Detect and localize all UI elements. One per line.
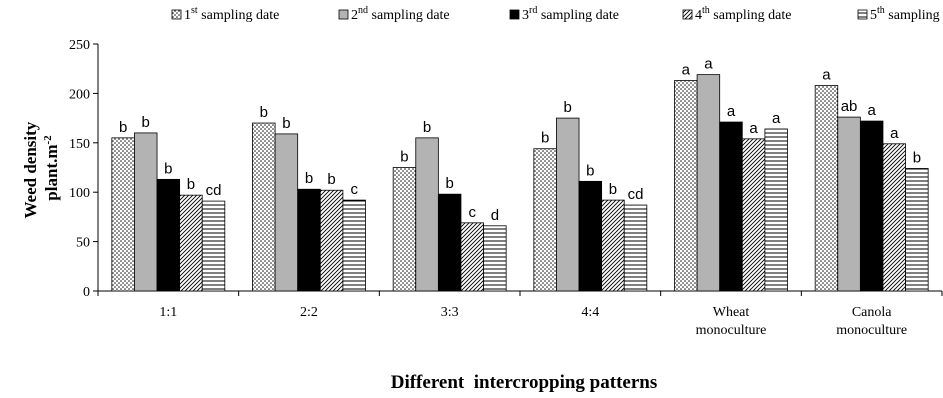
x-tick-label: Wheat monoculture bbox=[696, 305, 767, 338]
x-tick-label: Canola monoculture bbox=[836, 305, 907, 338]
bar-significance-label: b bbox=[327, 171, 335, 188]
bar-series-4-cat-6 bbox=[882, 143, 906, 292]
y-axis: 0 50 100 150 200 250 bbox=[69, 38, 99, 300]
bar-significance-label: b bbox=[187, 176, 195, 193]
bar-significance-label: a bbox=[682, 62, 691, 79]
bar-significance-label: a bbox=[890, 125, 899, 142]
bar-series-2-cat-6 bbox=[837, 116, 861, 292]
bar-series-3-cat-3 bbox=[437, 193, 462, 292]
bar-significance-label: b bbox=[119, 119, 127, 136]
x-tick-label: 1:1 bbox=[159, 305, 177, 320]
y-axis-title-line2: plant.m-2 bbox=[42, 135, 61, 201]
legend-label-4: 4th sampling date bbox=[695, 5, 791, 23]
bar-significance-label: b bbox=[164, 160, 172, 177]
bar-series-2-cat-1 bbox=[134, 132, 158, 292]
x-tick-label: 4:4 bbox=[581, 305, 599, 320]
bars bbox=[111, 74, 929, 292]
y-axis-title: Weed density plant.m-2 bbox=[21, 117, 61, 218]
bar-series-5-cat-6 bbox=[905, 168, 929, 292]
bar-series-1-cat-4 bbox=[533, 148, 557, 292]
bar-series-4-cat-1 bbox=[179, 194, 203, 292]
bar-significance-label: ab bbox=[841, 98, 858, 115]
bar-significance-label: b bbox=[586, 162, 594, 179]
bar-significance-label: b bbox=[445, 175, 453, 192]
legend-label-2: 2nd sampling date bbox=[351, 5, 450, 23]
x-tick-label: 2:2 bbox=[300, 305, 318, 320]
y-tick-label: 0 bbox=[83, 285, 90, 300]
bar-series-3-cat-2 bbox=[297, 188, 321, 292]
bar-significance-label: a bbox=[772, 110, 781, 127]
y-tick-label: 100 bbox=[69, 186, 90, 201]
bar-significance-label: b bbox=[609, 181, 617, 198]
bar-series-1-cat-2 bbox=[252, 122, 276, 292]
bar-series-3-cat-6 bbox=[859, 120, 884, 292]
bar-series-5-cat-5 bbox=[764, 128, 788, 292]
bar-series-4-cat-3 bbox=[460, 222, 484, 292]
bar-significance-label: c bbox=[469, 204, 477, 221]
bar-significance-label: b bbox=[541, 130, 549, 147]
legend-swatch-4 bbox=[682, 9, 693, 20]
y-axis-unit: plant.m bbox=[42, 144, 61, 200]
bar-significance-label: a bbox=[867, 102, 876, 119]
bar-series-4-cat-5 bbox=[741, 138, 766, 292]
legend-swatch-5 bbox=[857, 9, 868, 20]
legend-swatch-2 bbox=[338, 9, 349, 20]
bar-significance-label: d bbox=[491, 207, 499, 224]
bar-significance-label: b bbox=[142, 114, 150, 131]
bar-series-1-cat-6 bbox=[814, 85, 839, 292]
bar-series-4-cat-4 bbox=[601, 199, 625, 292]
bar-series-5-cat-4 bbox=[623, 204, 648, 292]
bar-series-2-cat-4 bbox=[556, 117, 580, 292]
bar-significance-label: a bbox=[822, 66, 831, 83]
bar-significance-label: a bbox=[727, 103, 736, 120]
bar-significance-label: b bbox=[260, 104, 268, 121]
bar-significance-label: c bbox=[350, 181, 358, 198]
y-axis-title-line1: Weed density bbox=[21, 121, 40, 218]
bar-series-3-cat-1 bbox=[156, 178, 181, 292]
bar-series-5-cat-3 bbox=[483, 225, 507, 292]
bar-series-3-cat-5 bbox=[719, 121, 743, 292]
y-tick-label: 50 bbox=[76, 236, 90, 251]
bar-significance-label: cd bbox=[206, 182, 222, 199]
y-axis-unit-exponent: -2 bbox=[42, 135, 54, 145]
bar-significance-label: b bbox=[423, 119, 431, 136]
bar-series-1-cat-3 bbox=[392, 167, 417, 292]
bar-significance-label: b bbox=[282, 115, 290, 132]
bar-series-2-cat-3 bbox=[415, 137, 439, 292]
bar-series-1-cat-5 bbox=[674, 80, 698, 292]
legend-label-5: 5th sampling date bbox=[870, 5, 943, 23]
legend-label-1: 1st sampling date bbox=[184, 5, 279, 23]
bar-series-3-cat-4 bbox=[578, 180, 603, 292]
y-tick-label: 200 bbox=[69, 87, 90, 102]
bar-series-2-cat-2 bbox=[274, 133, 299, 292]
x-axis: 1:1 2:2 3:3 4:4 Wheat monoculture Canola monocu… bbox=[97, 290, 943, 338]
bar-significance-label: a bbox=[704, 56, 713, 73]
bar-significance-label: a bbox=[749, 120, 758, 137]
x-tick-label: 3:3 bbox=[441, 305, 459, 320]
legend: 1st sampling date 2nd sampling date 3rd sa… bbox=[171, 5, 943, 23]
x-axis-title: Different intercropping patterns bbox=[391, 372, 658, 393]
bar-significance-label: b bbox=[400, 149, 408, 166]
y-tick-label: 150 bbox=[69, 137, 90, 152]
bar-series-5-cat-1 bbox=[201, 200, 226, 292]
legend-swatch-3 bbox=[509, 9, 520, 20]
bar-significance-label: b bbox=[564, 99, 572, 116]
bar-series-2-cat-5 bbox=[696, 74, 721, 292]
bar-series-4-cat-2 bbox=[319, 189, 344, 292]
bar-series-1-cat-1 bbox=[111, 137, 135, 292]
legend-swatch-1 bbox=[171, 9, 182, 20]
bar-significance-label: b bbox=[913, 149, 921, 166]
bar-significance-label: cd bbox=[628, 186, 644, 203]
y-tick-label: 250 bbox=[69, 38, 90, 53]
legend-label-3: 3rd sampling date bbox=[522, 5, 619, 23]
bar-series-5-cat-2 bbox=[342, 199, 366, 292]
bar-significance-label: b bbox=[305, 170, 313, 187]
